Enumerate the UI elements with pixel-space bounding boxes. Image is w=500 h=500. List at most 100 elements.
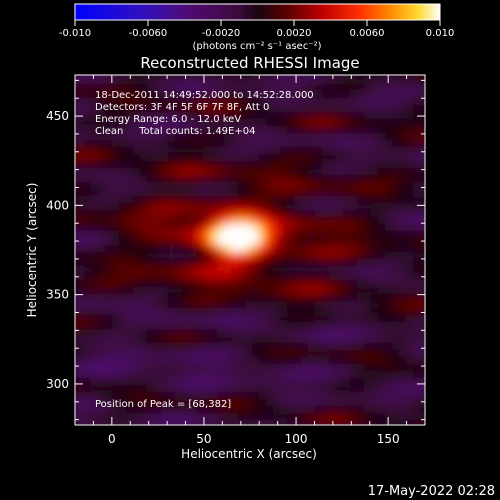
heatmap-cell (161, 119, 169, 127)
heatmap-cell (238, 238, 246, 246)
heatmap-cell (77, 350, 85, 358)
heatmap-cell (91, 308, 99, 316)
heatmap-cell (154, 189, 162, 197)
heatmap-cell (126, 322, 134, 330)
heatmap-cell (385, 371, 393, 379)
heatmap-cell (385, 91, 393, 99)
heatmap-cell (126, 371, 134, 379)
heatmap-cell (112, 385, 120, 393)
heatmap-cell (189, 147, 197, 155)
heatmap-cell (315, 413, 323, 421)
heatmap-cell (385, 238, 393, 246)
heatmap-cell (259, 189, 267, 197)
heatmap-cell (259, 329, 267, 337)
heatmap-cell (105, 147, 113, 155)
heatmap-cell (112, 175, 120, 183)
heatmap-cell (392, 273, 400, 281)
heatmap-cell (126, 210, 134, 218)
heatmap-cell (119, 168, 127, 176)
heatmap-cell (182, 308, 190, 316)
heatmap-cell (280, 273, 288, 281)
heatmap-cell (266, 182, 274, 190)
heatmap-cell (413, 259, 421, 267)
heatmap-cell (371, 154, 379, 162)
heatmap-cell (238, 126, 246, 134)
heatmap-cell (273, 140, 281, 148)
heatmap-cell (322, 126, 330, 134)
heatmap-cell (392, 175, 400, 183)
heatmap-cell (413, 392, 421, 400)
heatmap-cell (133, 322, 141, 330)
heatmap-cell (252, 119, 260, 127)
heatmap-cell (364, 75, 372, 78)
heatmap-cell (371, 329, 379, 337)
heatmap-cell (182, 119, 190, 127)
annotation-block: 18-Dec-2011 14:49:52.000 to 14:52:28.000… (95, 90, 314, 137)
heatmap-cell (294, 371, 302, 379)
heatmap-cell (413, 266, 421, 274)
heatmap-cell (413, 203, 421, 211)
heatmap-cell (217, 378, 225, 386)
heatmap-cell (301, 224, 309, 232)
heatmap-cell (259, 294, 267, 302)
heatmap-cell (364, 273, 372, 281)
heatmap-cell (210, 133, 218, 141)
heatmap-cell (84, 98, 92, 106)
heatmap-cell (301, 336, 309, 344)
heatmap-cell (98, 385, 106, 393)
heatmap-cell (378, 357, 386, 365)
heatmap-cell (175, 420, 183, 425)
heatmap-cell (140, 245, 148, 253)
heatmap-cell (364, 322, 372, 330)
heatmap-cell (182, 161, 190, 169)
heatmap-cell (189, 322, 197, 330)
heatmap-cell (357, 98, 365, 106)
heatmap-cell (350, 329, 358, 337)
heatmap-cell (399, 217, 407, 225)
heatmap-cell (238, 420, 246, 425)
heatmap-cell (280, 301, 288, 309)
heatmap-cell (343, 350, 351, 358)
heatmap-cell (399, 273, 407, 281)
heatmap-cell (126, 315, 134, 323)
heatmap-cell (371, 364, 379, 372)
heatmap-cell (238, 210, 246, 218)
heatmap-cell (175, 385, 183, 393)
heatmap-cell (287, 378, 295, 386)
heatmap-cell (315, 259, 323, 267)
heatmap-cell (371, 126, 379, 134)
heatmap-cell (231, 308, 239, 316)
heatmap-cell (154, 238, 162, 246)
heatmap-cell (371, 175, 379, 183)
heatmap-cell (322, 112, 330, 120)
heatmap-cell (427, 168, 435, 176)
heatmap-cell (336, 252, 344, 260)
heatmap-cell (378, 259, 386, 267)
heatmap-cell (350, 406, 358, 414)
heatmap-cell (343, 98, 351, 106)
colorbar-unit: (photons cm⁻² s⁻¹ asec⁻²) (192, 41, 321, 52)
heatmap-cell (259, 252, 267, 260)
heatmap-cell (231, 210, 239, 218)
heatmap-cell (315, 210, 323, 218)
heatmap-cell (238, 252, 246, 260)
heatmap-cell (280, 385, 288, 393)
heatmap-cell (287, 119, 295, 127)
heatmap-cell (75, 168, 78, 176)
heatmap-cell (280, 238, 288, 246)
heatmap-cell (91, 105, 99, 113)
heatmap-cell (399, 77, 407, 85)
heatmap-cell (196, 112, 204, 120)
heatmap-cell (378, 161, 386, 169)
heatmap-cell (245, 252, 253, 260)
heatmap-cell (287, 196, 295, 204)
heatmap-cell (364, 238, 372, 246)
heatmap-cell (357, 77, 365, 85)
heatmap-cell (385, 294, 393, 302)
heatmap-cell (182, 238, 190, 246)
heatmap-cell (231, 280, 239, 288)
heatmap-cell (357, 350, 365, 358)
heatmap-cell (378, 308, 386, 316)
heatmap-cell (133, 175, 141, 183)
heatmap-cell (140, 133, 148, 141)
